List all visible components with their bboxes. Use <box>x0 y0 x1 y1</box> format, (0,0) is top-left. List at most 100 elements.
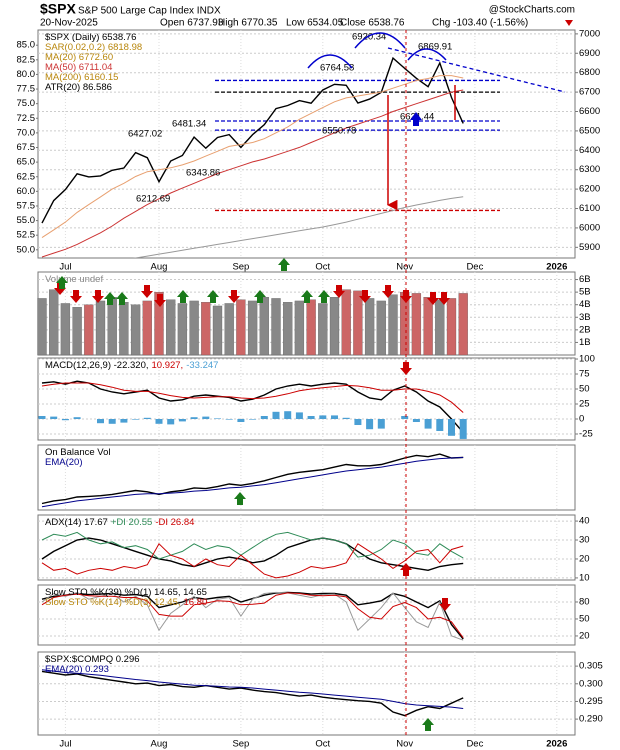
y-tick-label: 30 <box>579 535 590 546</box>
legend-entry: Slow STO %K(39) %D(1) 14.65, 14.65 <box>45 587 207 598</box>
y-tick-label: 0.295 <box>579 696 603 707</box>
legend-entry: ADX(14) 17.67 <box>45 517 108 528</box>
volume-bar <box>201 302 211 356</box>
histogram-bar <box>155 419 163 424</box>
x-tick-label: Nov <box>396 262 413 273</box>
y-tick-label: 6900 <box>579 48 600 59</box>
price-label: 6481.34 <box>172 119 206 130</box>
legend: On Balance Vol <box>45 447 111 458</box>
down-signal <box>439 598 451 611</box>
close: Close 6538.76 <box>340 18 405 29</box>
histogram-bar <box>249 419 257 420</box>
volume-bar <box>37 298 47 356</box>
histogram-bar <box>307 416 315 420</box>
y-tick-label: 40 <box>579 516 590 527</box>
histogram-bar <box>190 417 198 420</box>
volume-bar <box>95 300 106 356</box>
down-signal <box>427 292 439 305</box>
legend-entry: $SPX (Daily) 6538.76 <box>45 32 136 43</box>
y2-tick-label: 52.5 <box>17 230 36 241</box>
legend-entry: Volume undef <box>45 274 103 285</box>
low: Low 6534.05 <box>286 18 344 29</box>
up-signal <box>318 290 330 303</box>
legend: EMA(20) 0.293 <box>45 664 109 675</box>
histogram-bar <box>424 419 432 429</box>
y-tick-label: 6B <box>579 274 591 285</box>
date: 20-Nov-2025 <box>40 18 98 29</box>
legend-entry: EMA(20) 0.293 <box>45 664 109 675</box>
legend: MA(50) 6711.04 <box>45 62 112 73</box>
legend-entry: Slow STO %K(14) %D(3) 12.45, <box>45 597 181 608</box>
volume-bar <box>177 303 188 356</box>
histogram-bar <box>331 415 338 420</box>
legend: ATR(20) 86.586 <box>45 82 112 93</box>
legend: Slow STO %K(14) %D(3) 12.45, 16.80 <box>45 597 207 608</box>
legend: Volume undef <box>45 274 103 285</box>
histogram-bar <box>38 416 46 420</box>
y-tick-label: 7000 <box>579 28 600 39</box>
x-tick-label: Sep <box>232 262 249 273</box>
y-tick-label: 20 <box>579 630 590 641</box>
histogram-bar <box>342 417 350 420</box>
histogram-bar <box>377 419 385 429</box>
y2-tick-label: 70.0 <box>17 127 36 138</box>
head-arc <box>354 32 406 49</box>
volume-bar <box>212 305 223 356</box>
legend: SAR(0.02,0.2) 6818.98 <box>45 42 142 53</box>
legend: ADX(14) 17.67 +DI 20.55 -DI 26.84 <box>45 517 194 528</box>
change: Chg -103.40 (-1.56%) <box>432 18 528 29</box>
y-tick-label: 80 <box>579 596 590 607</box>
legend: MA(200) 6160.15 <box>45 72 118 83</box>
histogram-bar <box>50 416 58 420</box>
legend-entry: MA(200) 6160.15 <box>45 72 118 83</box>
histogram-bar <box>202 416 210 420</box>
volume-bar <box>60 303 71 356</box>
legend-entry: 16.80 <box>184 597 208 608</box>
y-tick-label: 6500 <box>579 125 600 136</box>
y-tick-label: 0.290 <box>579 714 603 725</box>
x-tick-label: Aug <box>151 739 168 750</box>
y2-tick-label: 55.0 <box>17 215 36 226</box>
histogram-bar <box>237 419 245 423</box>
series-line <box>41 531 464 560</box>
volume-bar <box>119 302 129 356</box>
legend: EMA(20) <box>45 457 82 468</box>
y-tick-label: 3B <box>579 312 591 323</box>
legend-entry: On Balance Vol <box>45 447 111 458</box>
y-tick-label: 50 <box>579 384 590 395</box>
x-tick-label: Jul <box>59 739 71 750</box>
volume-bar <box>142 300 152 356</box>
trend-line <box>387 47 566 93</box>
x-tick-label: Dec <box>466 739 483 750</box>
y-tick-label: 6600 <box>579 106 600 117</box>
volume-bar <box>388 294 398 356</box>
histogram-bar <box>272 411 280 420</box>
histogram-bar <box>366 419 374 430</box>
open: Open 6737.93 <box>160 18 224 29</box>
panel <box>37 357 576 441</box>
down-signal <box>333 285 345 298</box>
up-signal <box>104 292 116 305</box>
volume-bar <box>458 293 468 356</box>
y-tick-label: 5B <box>579 287 591 298</box>
legend-entry: $SPX:$COMPQ 0.296 <box>45 654 140 665</box>
series-line <box>41 670 464 717</box>
legend: $SPX (Daily) 6538.76 <box>45 32 136 43</box>
histogram-bar <box>436 419 444 432</box>
legend-entry: -DI 26.84 <box>155 517 194 528</box>
volume-bar <box>411 293 422 356</box>
legend: MA(20) 6772.60 <box>45 52 113 63</box>
y-tick-label: 25 <box>579 399 590 410</box>
y2-tick-label: 77.5 <box>17 84 36 95</box>
series-line <box>132 196 464 258</box>
series-line <box>41 89 464 258</box>
volume-bar <box>236 299 246 356</box>
up-signal <box>56 276 68 289</box>
histogram-bar <box>401 416 409 420</box>
price-label: 6343.86 <box>186 168 220 179</box>
y-tick-label: 0.305 <box>579 661 603 672</box>
histogram-bar <box>225 419 233 420</box>
down-signal <box>154 294 166 307</box>
legend-entry: +DI 20.55 <box>111 517 152 528</box>
